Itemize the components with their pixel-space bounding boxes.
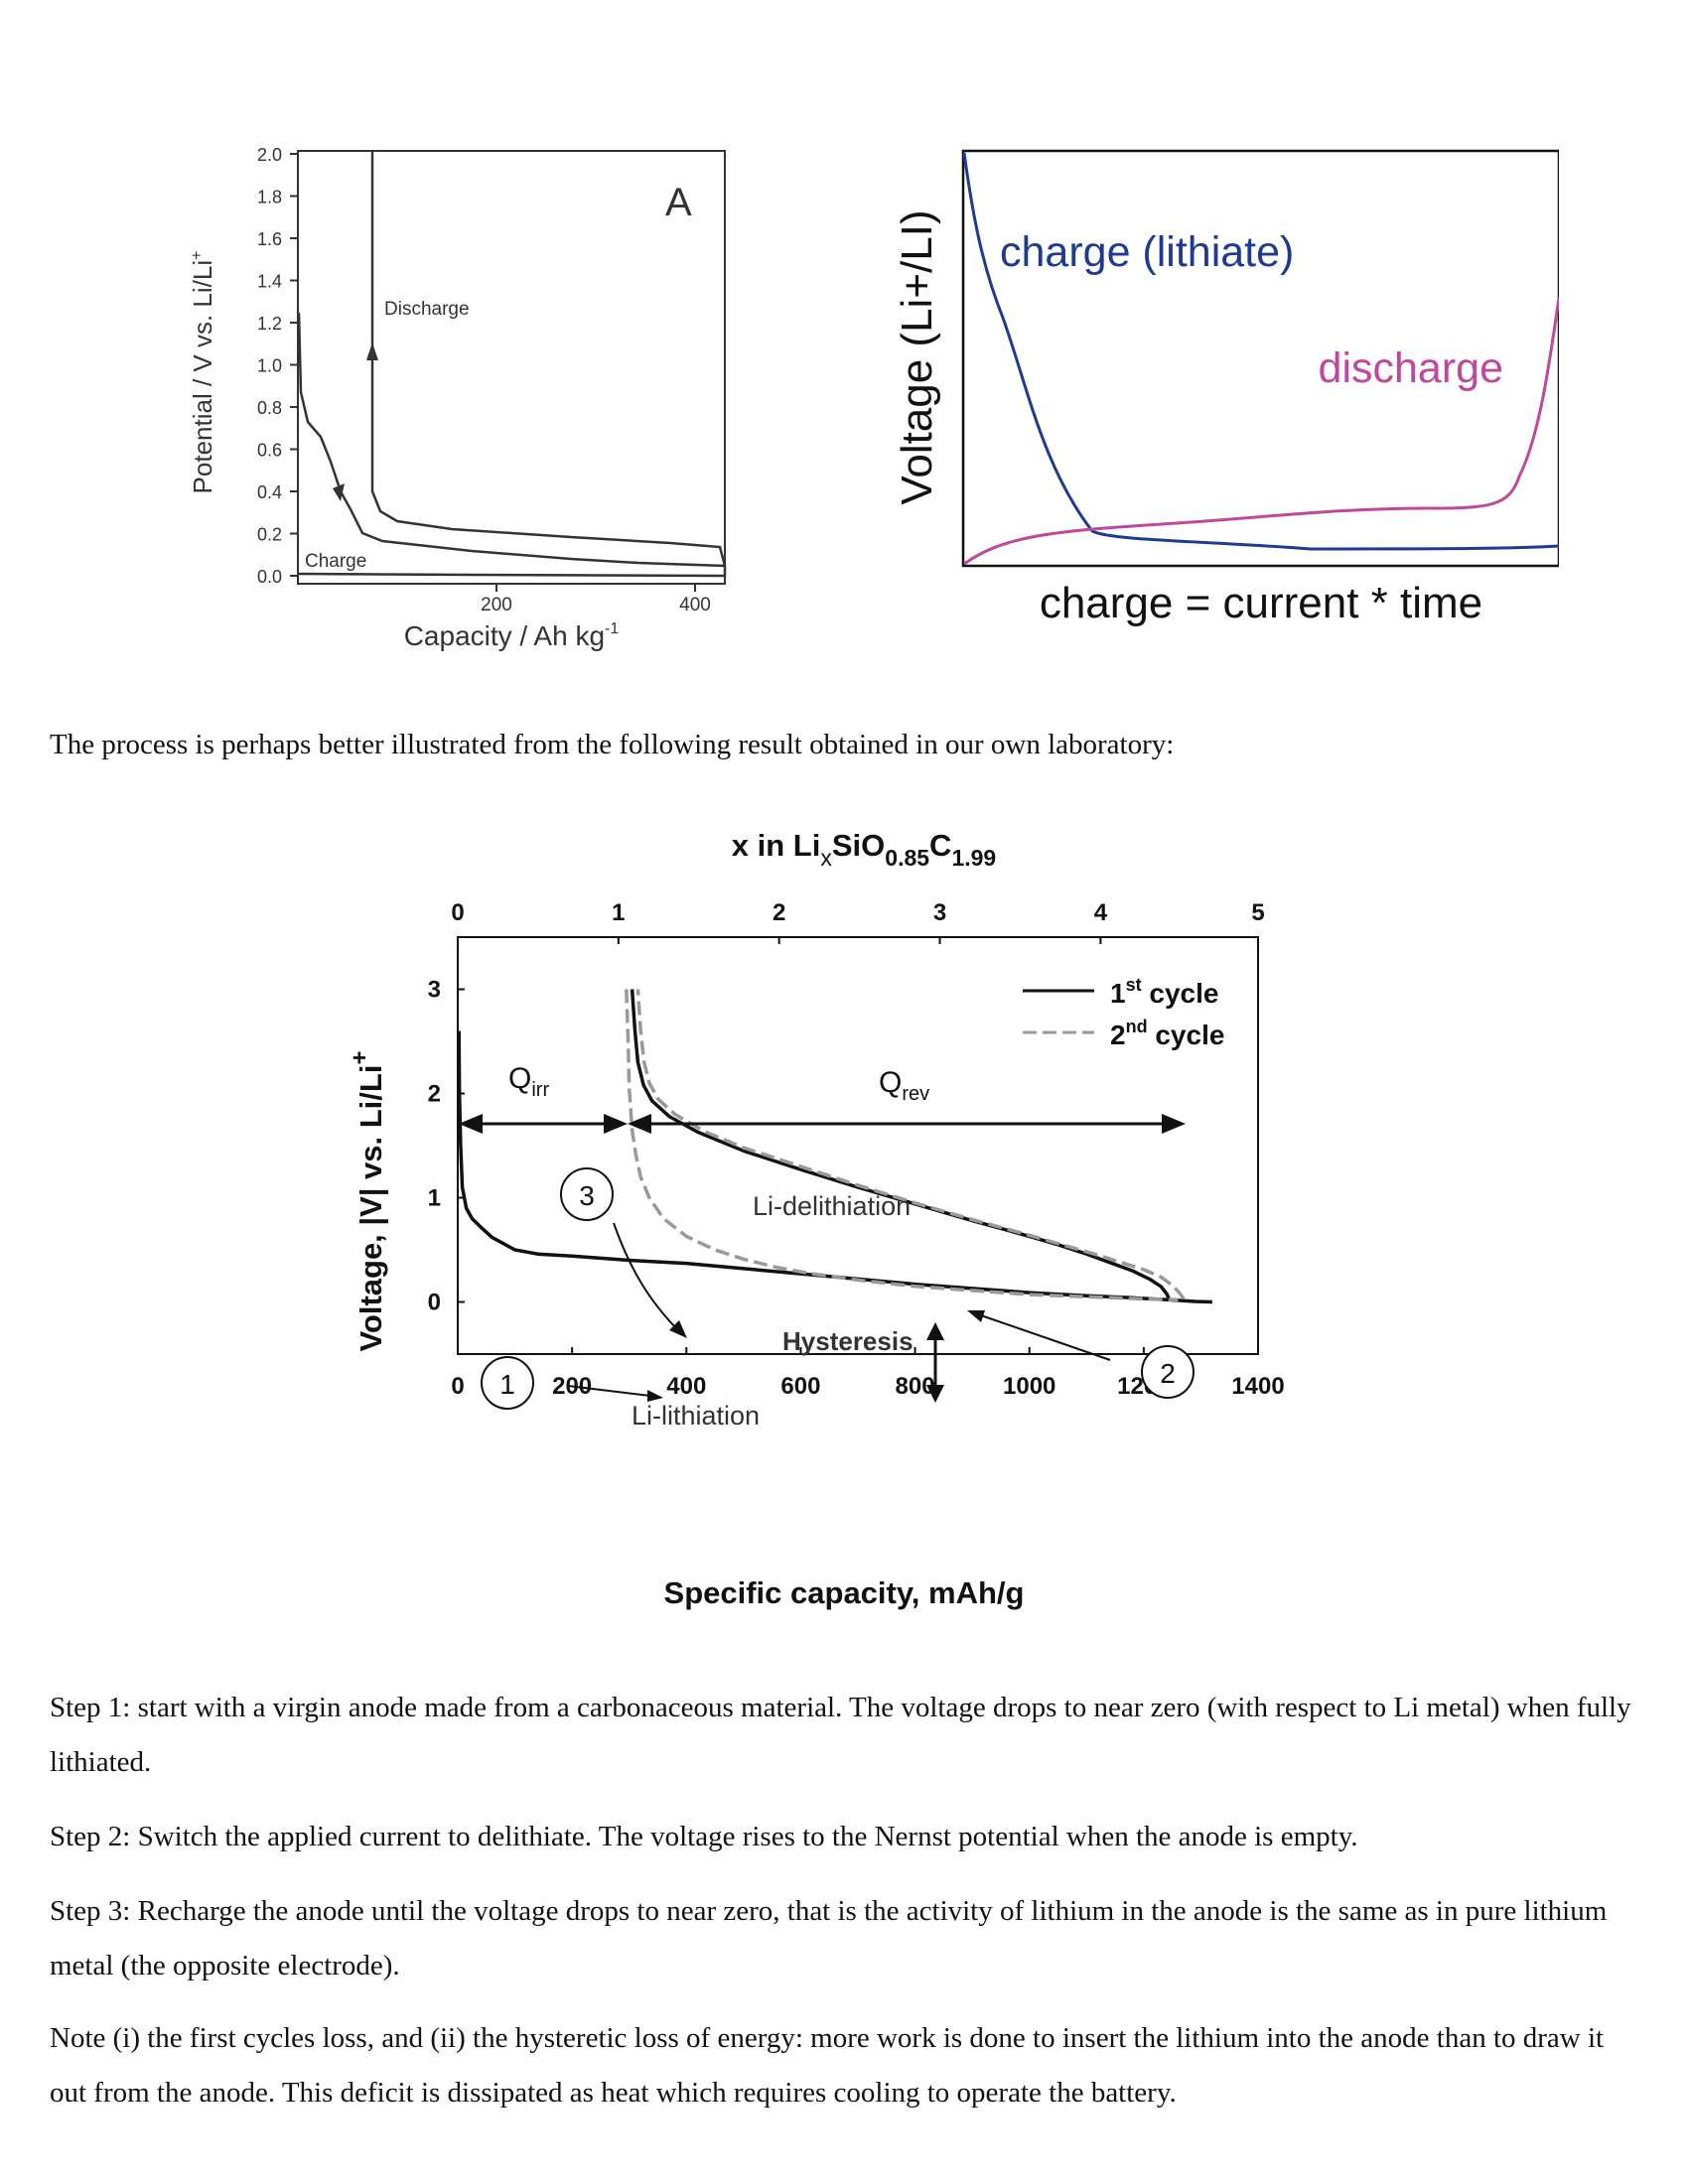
hysteresis-arrow bbox=[926, 1322, 944, 1403]
series-2nd-cycle-lithiation bbox=[625, 989, 1179, 1302]
figure-b-label-charge: charge (lithiate) bbox=[1000, 228, 1294, 276]
figure-b-frame bbox=[961, 149, 1559, 568]
x-tick-label: 1400 bbox=[1231, 1373, 1284, 1400]
figure-a-arrow-up bbox=[366, 342, 378, 360]
figure-a-arrow-down bbox=[333, 483, 345, 501]
chart-x-axis-label: Specific capacity, mAh/g bbox=[664, 1575, 1025, 1610]
paragraph-intro: The process is perhaps better illustrate… bbox=[50, 729, 1175, 760]
paragraph-step-2: Step 2: Switch the applied current to de… bbox=[50, 1821, 1358, 1852]
figure-a-charge-curve bbox=[297, 312, 727, 578]
q-irr-arrow bbox=[459, 1114, 628, 1134]
annotation-q-rev: Qrev bbox=[879, 1066, 929, 1105]
y-tick-label: 1 bbox=[428, 1185, 441, 1212]
series-2nd-cycle-delithiation bbox=[635, 989, 1186, 1300]
top-tick-label: 5 bbox=[1251, 899, 1264, 926]
figure-a-y-axis-label: Potential / V vs. Li/Li+ bbox=[188, 251, 217, 494]
step-marker-3: 3 bbox=[560, 1167, 614, 1221]
arrow-delithiation bbox=[967, 1310, 1111, 1361]
annotation-hysteresis: Hysteresis bbox=[782, 1326, 914, 1356]
annotation-delithiation: Li-delithiation bbox=[753, 1191, 911, 1221]
chart-top-axis-title: x in LixSiO0.85C1.99 bbox=[732, 828, 996, 871]
figure-a-x-tick-400: 400 bbox=[679, 595, 711, 615]
chart-y-axis-label: Voltage, |V| vs. Li/Li+ bbox=[347, 1051, 388, 1352]
paragraph-step-1: Step 1: start with a virgin anode made f… bbox=[50, 1692, 1631, 1778]
x-tick-label: 400 bbox=[666, 1373, 706, 1400]
step-marker-1-label: 1 bbox=[499, 1369, 515, 1400]
figure-a-y-tick-label: 0.4 bbox=[257, 482, 282, 502]
figure-a-annotation-discharge: Discharge bbox=[384, 299, 470, 320]
figure-a-panel-label: A bbox=[665, 181, 692, 224]
figure-a-y-ticks: 0.0 0.2 0.4 0.6 0.8 1.0 1.2 1.4 1.6 1.8 2.0 bbox=[257, 145, 298, 587]
x-tick-label: 1000 bbox=[1003, 1373, 1055, 1400]
legend-label-1st: 1st cycle bbox=[1110, 975, 1218, 1009]
figure-b: charge (lithiate) discharge charge = cur… bbox=[893, 149, 1559, 627]
figure-a-y-tick-label: 0.2 bbox=[257, 525, 282, 545]
chart-x-axis-ticks: 0 200 400 600 800 1000 1200 1400 bbox=[451, 1347, 1285, 1400]
series-1st-cycle-lithiation bbox=[457, 1030, 1212, 1304]
figure-a-annotation-charge: Charge bbox=[305, 551, 366, 572]
chart-y-axis-ticks: 0 1 2 3 bbox=[428, 977, 465, 1316]
figure-a: 0.0 0.2 0.4 0.6 0.8 1.0 1.2 1.4 1.6 1.8 2.0 A Disc… bbox=[188, 145, 727, 651]
arrow-lithiation bbox=[567, 1385, 663, 1402]
chart-legend: 1st cycle 2nd cycle bbox=[1023, 975, 1224, 1050]
figure-a-y-tick-label: 0.8 bbox=[257, 398, 282, 418]
figure-b-y-axis-label: Voltage (Li+/LI) bbox=[893, 209, 941, 504]
top-tick-label: 1 bbox=[612, 899, 625, 926]
figure-a-y-tick-label: 1.0 bbox=[257, 356, 282, 376]
y-tick-label: 3 bbox=[428, 977, 441, 1004]
chart-top-axis-ticks: 0 1 2 3 4 5 bbox=[451, 899, 1265, 944]
top-tick-label: 2 bbox=[773, 899, 785, 926]
figure-a-x-axis-label: Capacity / Ah kg-1 bbox=[404, 620, 620, 651]
figure-a-y-tick-label: 0.0 bbox=[257, 567, 282, 587]
chart-series-group bbox=[457, 989, 1212, 1304]
step-marker-3-label: 3 bbox=[579, 1180, 595, 1211]
step-marker-1: 1 bbox=[481, 1356, 534, 1410]
figure-a-frame bbox=[297, 150, 726, 585]
top-tick-label: 3 bbox=[933, 899, 946, 926]
figure-a-y-tick-label: 1.6 bbox=[257, 229, 282, 249]
top-tick-label: 4 bbox=[1094, 899, 1108, 926]
figure-a-y-tick-label: 1.8 bbox=[257, 188, 282, 207]
top-tick-label: 0 bbox=[451, 899, 464, 926]
paragraph-step-3: Step 3: Recharge the anode until the vol… bbox=[50, 1895, 1608, 1981]
figure-a-y-tick-label: 1.2 bbox=[257, 314, 282, 334]
arrow-step3 bbox=[613, 1222, 687, 1338]
figure-a-y-tick-label: 2.0 bbox=[257, 145, 282, 165]
figure-a-y-tick-label: 0.6 bbox=[257, 441, 282, 461]
figure-b-charge-curve bbox=[962, 152, 1559, 551]
step-marker-2: 2 bbox=[1141, 1345, 1195, 1399]
annotation-lithiation: Li-lithiation bbox=[632, 1401, 760, 1431]
step-marker-2-label: 2 bbox=[1160, 1358, 1176, 1389]
x-tick-label: 600 bbox=[780, 1373, 820, 1400]
chart-plot-frame bbox=[457, 936, 1259, 1355]
figure-a-x-ticks: 200 400 bbox=[481, 584, 711, 615]
y-tick-label: 0 bbox=[428, 1290, 441, 1316]
figure-b-label-discharge: discharge bbox=[1319, 344, 1503, 392]
legend-label-2nd: 2nd cycle bbox=[1110, 1017, 1224, 1050]
annotation-q-irr: Qirr bbox=[508, 1062, 549, 1101]
figure-b-x-axis-label: charge = current * time bbox=[1040, 579, 1482, 627]
figure-a-y-tick-label: 1.4 bbox=[257, 272, 282, 292]
paragraph-note: Note (i) the first cycles loss, and (ii)… bbox=[50, 2022, 1605, 2109]
y-tick-label: 2 bbox=[428, 1081, 441, 1108]
figure-a-x-tick-200: 200 bbox=[481, 595, 512, 615]
q-rev-arrow bbox=[628, 1114, 1186, 1134]
x-tick-label: 0 bbox=[451, 1373, 464, 1400]
figure-b-discharge-curve bbox=[963, 297, 1559, 566]
figure-a-discharge-curve bbox=[370, 152, 727, 567]
